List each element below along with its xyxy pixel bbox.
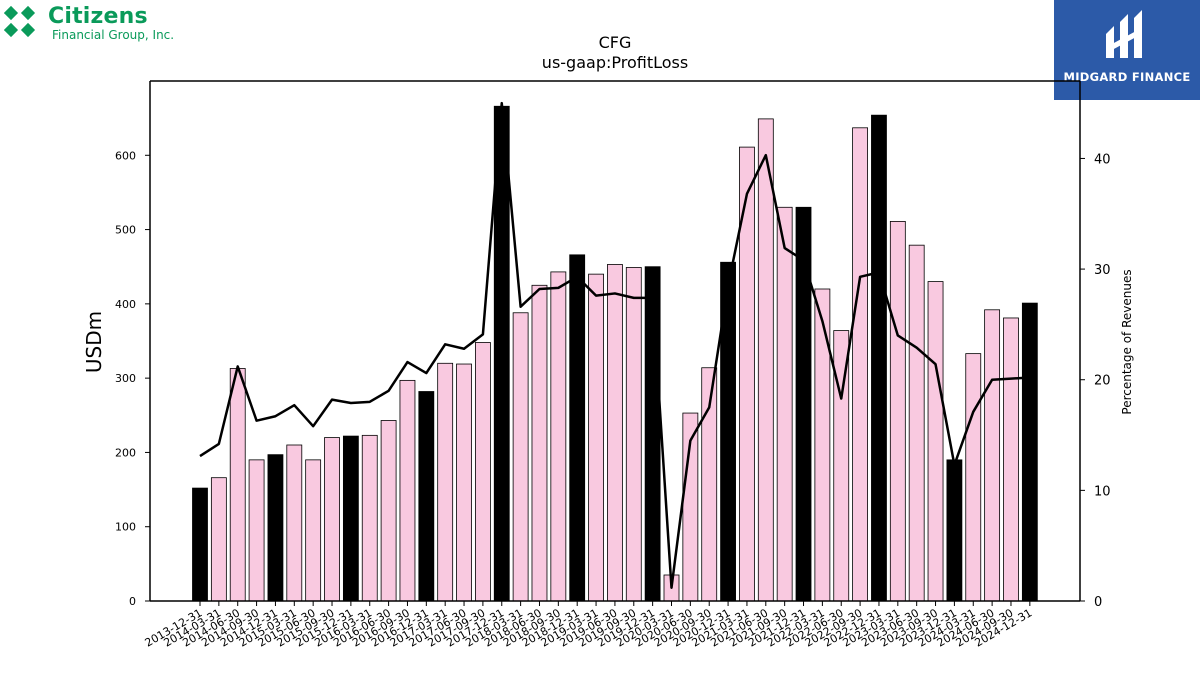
chart-title: CFG: [599, 33, 632, 52]
bar-2021-12-31: [795, 206, 812, 602]
bar-2016-06-30: [380, 420, 397, 602]
bar-2018-09-30: [550, 271, 567, 602]
bar-2023-12-31: [946, 459, 963, 602]
bar-2014-03-31: [210, 477, 227, 602]
line-layer: [199, 101, 1030, 589]
percentage-of-revenues-line: [199, 101, 1030, 589]
bar-2024-09-30: [1003, 317, 1019, 602]
citizens-logo-name: Citizens: [48, 4, 148, 29]
bar-2022-03-31: [814, 288, 831, 602]
y-tick-label: 400: [115, 298, 136, 311]
bar-2017-03-31: [437, 362, 454, 602]
bar-2016-09-30: [399, 379, 416, 602]
chart-subtitle: us-gaap:ProfitLoss: [542, 53, 688, 72]
bar-2019-09-30: [625, 267, 642, 602]
axes-layer: 01002003004005006000102030402013-12-3120…: [115, 80, 1111, 650]
bar-2021-06-30: [757, 118, 774, 602]
bar-2019-03-31: [588, 273, 604, 602]
bar-2013-12-31: [192, 487, 208, 602]
midgard-finance-logo: MIDGARD FINANCE: [1054, 0, 1200, 100]
y-tick-label: 0: [129, 595, 136, 608]
citizens-logo-icon: [3, 5, 36, 38]
bar-2015-12-31: [342, 435, 359, 602]
y2-tick-label: 10: [1094, 484, 1111, 499]
bar-2023-03-31: [889, 220, 906, 602]
y2-tick-label: 20: [1094, 374, 1111, 389]
y-tick-label: 200: [115, 446, 136, 459]
bar-2023-06-30: [908, 244, 925, 602]
bar-2018-03-31: [512, 312, 529, 602]
y-axis-label: USDm: [82, 311, 106, 373]
bar-2014-12-31: [267, 454, 284, 602]
bars-layer: [192, 105, 1038, 602]
bar-2019-06-30: [607, 264, 623, 602]
y2-tick-label: 30: [1094, 263, 1111, 278]
midgard-logo-name: MIDGARD FINANCE: [1063, 70, 1191, 84]
bar-2014-09-30: [248, 459, 265, 602]
bar-2015-03-31: [286, 444, 303, 602]
bar-2015-06-30: [305, 459, 322, 602]
bar-2024-06-30: [984, 309, 1001, 602]
bar-2021-09-30: [776, 206, 793, 602]
midgard-logo-icon: [1106, 10, 1142, 58]
citizens-logo-subtitle: Financial Group, Inc.: [52, 28, 175, 42]
bar-2024-12-31: [1021, 302, 1038, 602]
bar-2017-06-30: [456, 363, 472, 602]
y-tick-label: 100: [115, 521, 136, 534]
bar-2024-03-31: [965, 353, 982, 602]
bar-2018-12-31: [569, 254, 586, 602]
y2-axis-label: Percentage of Revenues: [1120, 269, 1134, 414]
y2-tick-label: 40: [1094, 152, 1111, 167]
bar-2016-12-31: [418, 391, 435, 602]
y-tick-label: 300: [115, 372, 136, 385]
bar-2022-09-30: [852, 127, 868, 602]
bar-2022-12-31: [871, 114, 887, 602]
bar-2016-03-31: [361, 434, 378, 602]
bar-2015-09-30: [324, 437, 340, 602]
bar-2023-09-30: [927, 281, 944, 602]
y2-tick-label: 0: [1094, 595, 1102, 610]
bar-2017-09-30: [474, 342, 491, 602]
y-tick-label: 500: [115, 224, 136, 237]
citizens-logo: Citizens Financial Group, Inc.: [3, 4, 204, 44]
bar-2014-06-30: [229, 368, 246, 602]
y-tick-label: 600: [115, 149, 136, 162]
bar-2018-06-30: [531, 284, 548, 602]
